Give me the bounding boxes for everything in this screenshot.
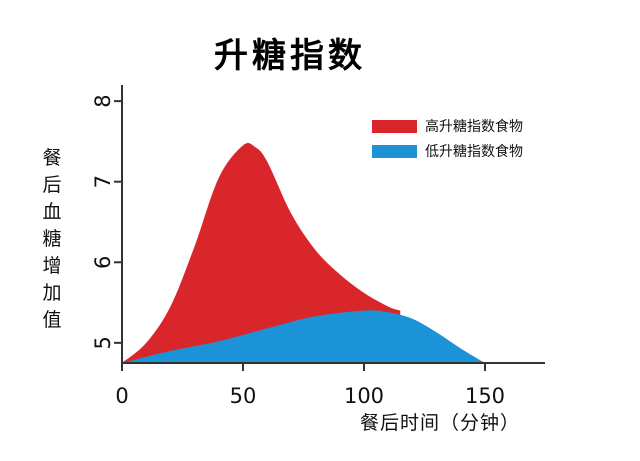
- x-tick-label: 150: [465, 384, 505, 408]
- chart-title: 升糖指数: [214, 36, 366, 76]
- y-axis-label: 餐后血糖增加值: [42, 147, 62, 331]
- y-tick-label: 6: [91, 256, 115, 269]
- y-tick-label: 8: [91, 94, 115, 107]
- x-axis-label: 餐后时间（分钟）: [360, 412, 521, 434]
- x-tick-label: 100: [344, 384, 384, 408]
- series-low-gi-area: [122, 310, 485, 363]
- legend-label: 低升糖指数食物: [425, 143, 523, 160]
- x-tick-label: 0: [115, 384, 128, 408]
- series-high-gi-area: [122, 142, 401, 363]
- y-tick-label: 7: [91, 175, 115, 188]
- legend-label: 高升糖指数食物: [425, 118, 523, 135]
- legend-swatch: [372, 120, 417, 133]
- y-tick-label: 5: [91, 336, 115, 349]
- legend-swatch: [372, 145, 417, 158]
- x-tick-label: 50: [230, 384, 257, 408]
